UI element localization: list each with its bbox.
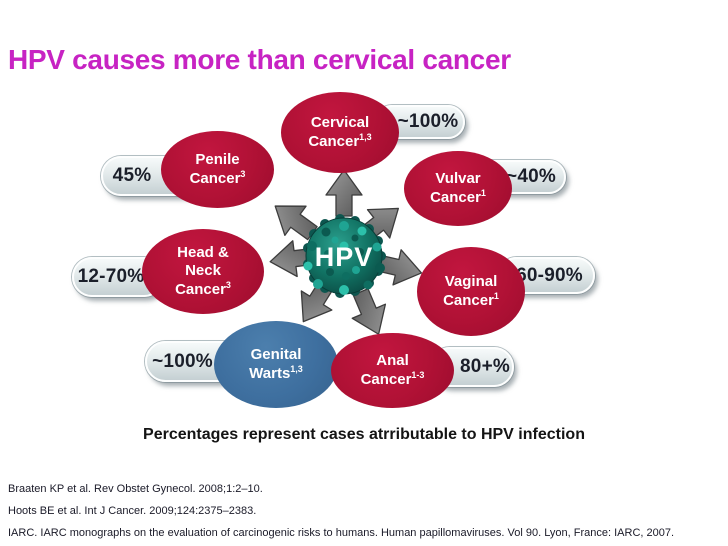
node-label: Head & Neck Cancer3: [175, 244, 231, 298]
node-label: Anal Cancer1-3: [360, 352, 425, 388]
arrow-up-right-icon: [356, 207, 399, 244]
node-cervical-cancer: Cervical Cancer1,3: [281, 92, 399, 173]
node-penile-cancer: Penile Cancer3: [161, 131, 274, 208]
node-label: Penile Cancer3: [189, 151, 246, 187]
node-vulvar-cancer: Vulvar Cancer1: [404, 151, 512, 226]
node-genital-warts: Genital Warts1,3: [214, 321, 338, 408]
node-label: Genital Warts1,3: [249, 346, 303, 382]
node-label: Vaginal Cancer1: [443, 273, 499, 309]
hpv-virus-icon: HPV: [303, 214, 386, 298]
node-anal-cancer: Anal Cancer1-3: [331, 333, 454, 408]
node-head-neck-cancer: Head & Neck Cancer3: [142, 229, 264, 314]
references: Braaten KP et al. Rev Obstet Gynecol. 20…: [8, 483, 674, 546]
caption: Percentages represent cases atrributable…: [143, 426, 585, 443]
reference-item: Braaten KP et al. Rev Obstet Gynecol. 20…: [8, 483, 263, 495]
arrow-left-icon: [269, 240, 318, 278]
hpv-virus-label: HPV: [315, 242, 374, 272]
reference-item: Hoots BE et al. Int J Cancer. 2009;124:2…: [8, 505, 257, 517]
reference-item: IARC. IARC monographs on the evaluation …: [8, 527, 675, 539]
arrow-up-left-icon: [274, 205, 318, 241]
node-label: Vulvar Cancer1: [430, 170, 486, 206]
arrow-up-icon: [325, 169, 363, 217]
node-label: Cervical Cancer1,3: [308, 114, 372, 150]
node-vaginal-cancer: Vaginal Cancer1: [417, 247, 525, 336]
page-title: HPV causes more than cervical cancer: [8, 44, 511, 75]
